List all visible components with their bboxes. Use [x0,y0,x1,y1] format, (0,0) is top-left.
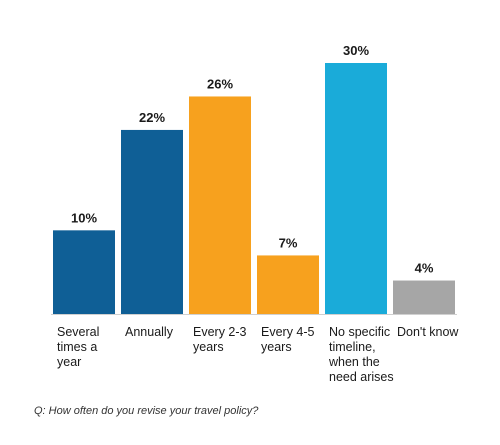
bar-0 [53,230,115,314]
value-label-5: 4% [415,261,434,276]
category-label-1: Annually [125,325,174,339]
value-label-0: 10% [71,210,97,225]
value-label-1: 22% [139,110,165,125]
bar-5 [393,280,455,314]
survey-question: Q: How often do you revise your travel p… [34,405,259,417]
value-label-3: 7% [279,235,298,250]
bar-1 [121,129,183,314]
bar-3 [257,255,319,314]
category-label-4: No specific timeline, when the need arises [328,325,394,384]
value-label-4: 30% [343,43,369,58]
category-label-3: Every 4-5 years [261,325,315,354]
category-label-2: Every 2-3 years [193,325,247,354]
bar-4 [325,63,387,314]
category-label-0: Several times a year [57,325,99,369]
value-label-2: 26% [207,76,233,91]
category-label-5: Don't know [397,325,459,339]
bar-2 [189,96,251,314]
